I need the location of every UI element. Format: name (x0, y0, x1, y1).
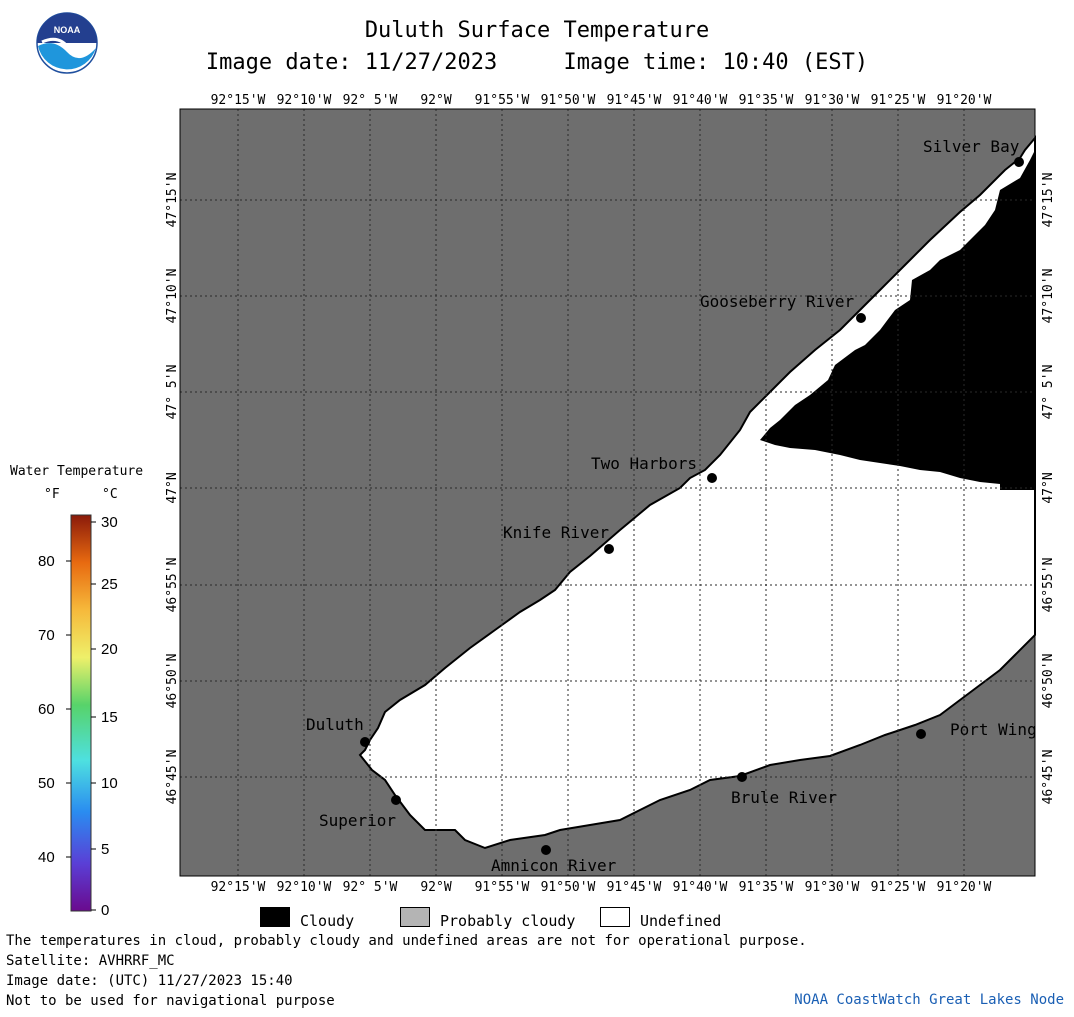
color-scale: 80 70 60 50 40 30 25 20 15 10 5 0 (38, 514, 118, 919)
svg-text:91°30'W: 91°30'W (805, 93, 860, 108)
place-amnicon-river: Amnicon River (491, 845, 617, 875)
svg-text:91°50'W: 91°50'W (541, 880, 596, 895)
svg-text:91°35'W: 91°35'W (739, 880, 794, 895)
footer-navigation-warning: Not to be used for navigational purpose (6, 993, 335, 1009)
noaa-logo-icon: NOAA (36, 12, 98, 74)
svg-text:92°10'W: 92°10'W (277, 93, 332, 108)
svg-text:Knife River: Knife River (503, 523, 609, 542)
svg-text:47°15'N: 47°15'N (1041, 173, 1056, 228)
place-two-harbors: Two Harbors (591, 454, 717, 483)
svg-text:91°40'W: 91°40'W (673, 880, 728, 895)
undefined-swatch (600, 907, 630, 927)
footer-satellite: Satellite: AVHRRF_MC (6, 953, 175, 969)
svg-text:92°W: 92°W (420, 93, 451, 108)
svg-text:15: 15 (101, 709, 118, 726)
svg-text:91°35'W: 91°35'W (739, 93, 794, 108)
svg-text:92°W: 92°W (420, 880, 451, 895)
svg-text:80: 80 (38, 553, 55, 570)
image-time: Image time: 10:40 (EST) (563, 50, 869, 75)
probably-cloudy-swatch (400, 907, 430, 927)
svg-text:50: 50 (38, 775, 55, 792)
place-brule-river: Brule River (731, 772, 837, 807)
svg-text:70: 70 (38, 627, 55, 644)
svg-text:46°55'N: 46°55'N (1041, 558, 1056, 613)
svg-text:25: 25 (101, 576, 118, 593)
svg-text:47° 5'N: 47° 5'N (165, 365, 180, 420)
svg-text:91°45'W: 91°45'W (607, 880, 662, 895)
svg-text:91°25'W: 91°25'W (871, 880, 926, 895)
scale-labels: 80 70 60 50 40 30 25 20 15 10 5 0 (38, 514, 118, 919)
svg-text:5: 5 (101, 841, 109, 858)
svg-text:47°N: 47°N (165, 472, 180, 503)
svg-text:91°45'W: 91°45'W (607, 93, 662, 108)
svg-text:92°10'W: 92°10'W (277, 880, 332, 895)
map-title: Duluth Surface Temperature (364, 18, 710, 43)
svg-text:46°50'N: 46°50'N (165, 654, 180, 709)
image-date-time: Image date: 11/27/2023 Image time: 10:40… (0, 50, 1074, 75)
svg-text:46°50'N: 46°50'N (1041, 654, 1056, 709)
svg-text:47°10'N: 47°10'N (1041, 269, 1056, 324)
svg-text:30: 30 (101, 514, 118, 531)
svg-text:91°20'W: 91°20'W (937, 93, 992, 108)
lon-labels-bottom: 92°15'W 92°10'W 92° 5'W 92°W 91°55'W 91°… (211, 880, 992, 895)
svg-text:46°55'N: 46°55'N (165, 558, 180, 613)
legend-title: Water Temperature (10, 464, 144, 479)
place-gooseberry-river: Gooseberry River (700, 292, 866, 323)
svg-text:Gooseberry River: Gooseberry River (700, 292, 854, 311)
footer-disclaimer: The temperatures in cloud, probably clou… (6, 933, 807, 949)
svg-text:Brule River: Brule River (731, 788, 837, 807)
place-knife-river: Knife River (503, 523, 614, 554)
legend-unit-f: °F (44, 487, 60, 502)
svg-text:91°20'W: 91°20'W (937, 880, 992, 895)
svg-text:Duluth: Duluth (306, 715, 364, 734)
svg-text:47° 5'N: 47° 5'N (1041, 365, 1056, 420)
lat-labels-right: 47°15'N 47°10'N 47° 5'N 47°N 46°55'N 46°… (1041, 173, 1056, 805)
svg-text:91°30'W: 91°30'W (805, 880, 860, 895)
svg-text:47°N: 47°N (1041, 472, 1056, 503)
logo-text: NOAA (54, 25, 81, 35)
svg-text:20: 20 (101, 641, 118, 658)
svg-text:Silver Bay: Silver Bay (923, 137, 1020, 156)
svg-text:92°15'W: 92°15'W (211, 880, 266, 895)
svg-text:91°55'W: 91°55'W (475, 93, 530, 108)
svg-text:91°40'W: 91°40'W (673, 93, 728, 108)
svg-text:47°10'N: 47°10'N (165, 269, 180, 324)
cloudy-label: Cloudy (300, 912, 355, 930)
place-silver-bay: Silver Bay (923, 137, 1024, 167)
undefined-label: Undefined (640, 912, 722, 930)
image-date: Image date: 11/27/2023 (205, 50, 498, 75)
scale-ticks (66, 521, 96, 911)
color-bar (70, 514, 92, 912)
svg-text:Port Wing: Port Wing (950, 720, 1037, 739)
place-duluth: Duluth (306, 715, 370, 747)
svg-text:47°15'N: 47°15'N (165, 173, 180, 228)
svg-text:92° 5'W: 92° 5'W (343, 880, 398, 895)
svg-text:10: 10 (101, 775, 118, 792)
legend-unit-c: °C (102, 487, 118, 502)
place-port-wing: Port Wing (916, 720, 1037, 739)
svg-text:Superior: Superior (319, 811, 396, 830)
probably-cloudy-label: Probably cloudy (440, 912, 576, 930)
lake-undefined-area (358, 135, 1036, 850)
credit-link[interactable]: NOAA CoastWatch Great Lakes Node (794, 992, 1064, 1008)
svg-text:40: 40 (38, 849, 55, 866)
svg-text:91°50'W: 91°50'W (541, 93, 596, 108)
svg-text:Two Harbors: Two Harbors (591, 454, 697, 473)
footer-utc-date: Image date: (UTC) 11/27/2023 15:40 (6, 973, 293, 989)
lon-labels-top: 92°15'W 92°10'W 92° 5'W 92°W 91°55'W 91°… (211, 93, 992, 108)
svg-text:60: 60 (38, 701, 55, 718)
svg-text:Amnicon River: Amnicon River (491, 856, 617, 875)
svg-text:92° 5'W: 92° 5'W (343, 93, 398, 108)
svg-text:91°25'W: 91°25'W (871, 93, 926, 108)
svg-text:0: 0 (101, 902, 109, 919)
svg-text:46°45'N: 46°45'N (165, 750, 180, 805)
svg-text:92°15'W: 92°15'W (211, 93, 266, 108)
map-frame (179, 108, 1036, 877)
svg-text:91°55'W: 91°55'W (475, 880, 530, 895)
lat-labels-left: 47°15'N 47°10'N 47° 5'N 47°N 46°55'N 46°… (165, 173, 180, 805)
cloudy-swatch (260, 907, 290, 927)
svg-text:46°45'N: 46°45'N (1041, 750, 1056, 805)
place-superior: Superior (319, 795, 401, 830)
